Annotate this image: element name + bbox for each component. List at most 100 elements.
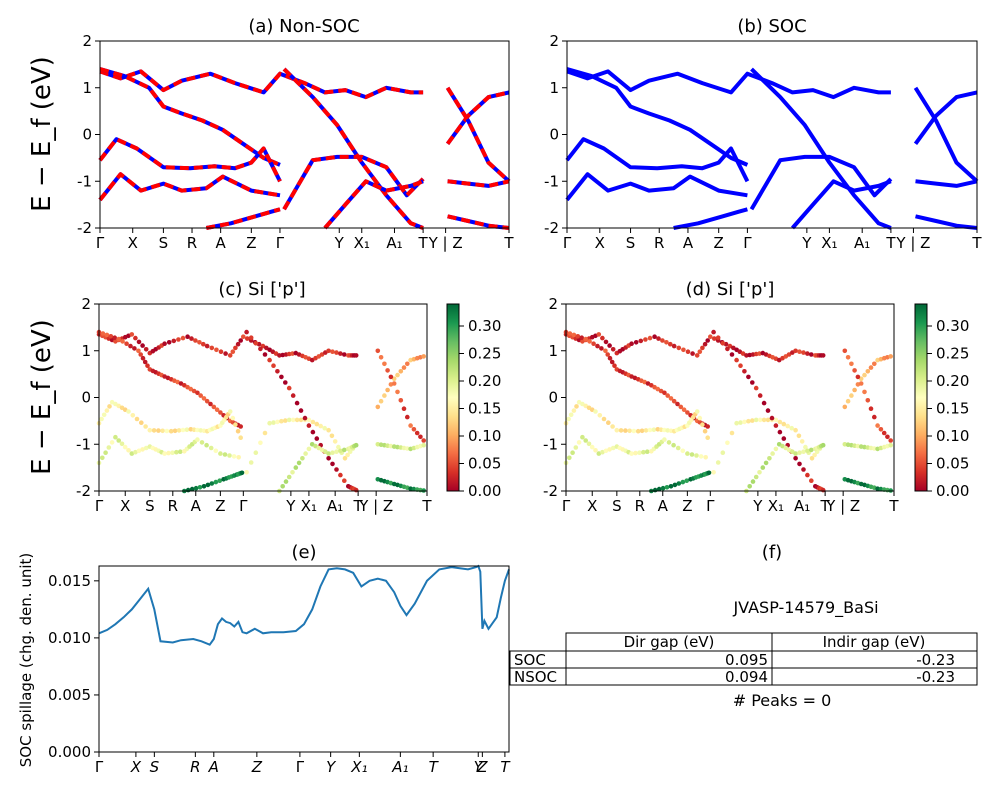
panel-d-xtick-label: A₁ [794, 497, 810, 515]
projection-point [382, 393, 387, 398]
projection-point [336, 444, 341, 450]
projection-point [248, 460, 254, 465]
projection-point [375, 348, 381, 354]
projection-point [235, 428, 241, 434]
projection-point [845, 398, 851, 404]
projection-point [283, 479, 289, 484]
projection-point [711, 470, 716, 475]
projection-point [593, 448, 598, 453]
projection-point [799, 439, 805, 444]
projection-point [750, 418, 755, 423]
projection-point [777, 419, 783, 425]
panel-c-xtick-label: R [168, 497, 178, 515]
panel-b-title: (b) SOC [737, 16, 806, 37]
panel-c-xtick-label: Γ [95, 497, 104, 515]
panel-d-yticks: -2 -1 0 1 2 [543, 295, 566, 500]
projection-point [601, 416, 607, 422]
panel-d-xtick-label: Y [752, 497, 763, 515]
projection-point [279, 418, 284, 424]
projection-point [421, 354, 427, 359]
projection-point [421, 442, 427, 448]
panel-c-ylabel: E − E_f (eV) [27, 319, 57, 475]
projection-point [156, 428, 161, 433]
panel-d-points [563, 329, 893, 494]
projection-point [176, 337, 181, 342]
projection-point [391, 381, 397, 386]
projection-point [130, 413, 136, 418]
projection-point [872, 361, 877, 367]
panel-a-xtick-label: T [503, 234, 514, 252]
colorbar-tick-label: 0.25 [468, 345, 501, 363]
projection-point [652, 334, 657, 340]
panel-e-xtick-label: Γ [296, 758, 305, 776]
projection-point [888, 438, 893, 443]
panel-e-title: (e) [291, 542, 316, 563]
projection-point [258, 346, 263, 352]
projection-point [614, 427, 620, 433]
projection-point [262, 352, 268, 357]
projection-point [645, 449, 650, 455]
projection-point [330, 349, 335, 355]
projection-point [239, 470, 245, 476]
projection-point [671, 442, 676, 448]
projection-point [162, 341, 167, 347]
table-row-label-soc: SOC [514, 651, 546, 669]
projection-point [145, 363, 150, 369]
projection-point [197, 340, 202, 345]
panel-b-ytick-label: 0 [549, 126, 559, 144]
projection-point [283, 380, 288, 385]
projection-point [129, 451, 135, 456]
projection-point [629, 451, 634, 456]
projection-point [785, 423, 790, 429]
projection-point [133, 449, 138, 455]
panel-d-xtick-label: Γ [562, 497, 571, 515]
projection-point [606, 420, 611, 426]
panel-d-xtick-label: S [612, 497, 622, 515]
colorbar-gradient [446, 303, 460, 492]
projection-point [275, 369, 280, 374]
panel-a-xtick-label: Y [334, 234, 345, 252]
panel-e-xtick-label: R [190, 758, 200, 776]
projection-point [198, 393, 203, 398]
projection-point [711, 329, 716, 335]
panel-c-xtick-label: Y | Z [358, 497, 393, 515]
panel-e-xtick-label: A₁ [391, 758, 408, 776]
projection-point [298, 417, 304, 423]
projection-point [697, 415, 703, 421]
projection-point [757, 417, 763, 423]
projection-point [286, 385, 292, 391]
projection-point [750, 380, 755, 385]
projection-point [238, 435, 243, 441]
projection-point [421, 438, 427, 443]
projection-point [777, 429, 783, 435]
projection-point [881, 430, 887, 436]
projection-point [293, 465, 299, 470]
projection-point [258, 440, 263, 446]
projection-point [279, 374, 284, 380]
band-line-red-dashed [99, 69, 424, 100]
colorbar-tick-label: 0.15 [936, 400, 969, 418]
projection-point [797, 450, 802, 456]
projection-point [643, 428, 649, 433]
panel-d-ytick-label: -1 [543, 435, 558, 453]
panel-e-ytick-label: 0.015 [48, 572, 91, 590]
panel-c-xtick-label: T [353, 497, 364, 515]
table-cell-nsoc-dir: 0.094 [725, 668, 768, 686]
projection-point [875, 423, 880, 428]
projection-point [414, 430, 420, 436]
projection-point [171, 338, 177, 344]
projection-point [665, 393, 670, 398]
table-cell-soc-indir: -0.23 [916, 651, 955, 669]
projection-point [385, 387, 390, 393]
colorbar-tick-label: 0.00 [468, 482, 501, 500]
projection-point [136, 448, 142, 454]
projection-point [398, 398, 404, 403]
projection-point [248, 335, 254, 341]
projection-point [662, 390, 667, 396]
colorbar-tick-label: 0.10 [468, 427, 501, 445]
panel-c-frame [98, 303, 428, 492]
projection-point [805, 351, 810, 356]
projection-point [820, 353, 826, 358]
band-line-red-dashed [445, 90, 510, 145]
